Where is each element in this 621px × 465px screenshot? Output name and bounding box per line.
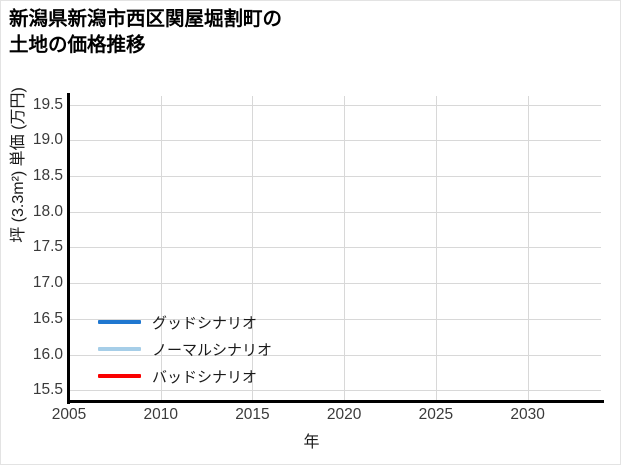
gridline-vertical	[527, 96, 529, 401]
legend-color-swatch	[98, 347, 141, 351]
gridline-horizontal	[69, 176, 601, 177]
legend-color-swatch	[98, 320, 141, 324]
x-axis-spine	[67, 400, 604, 403]
chart-title: 新潟県新潟市西区関屋堀割町の 土地の価格推移	[9, 8, 283, 56]
gridline-vertical	[435, 96, 437, 401]
legend-item[interactable]: バッドシナリオ	[98, 367, 272, 386]
gridline-horizontal	[69, 354, 601, 356]
gridline-vertical	[344, 96, 346, 401]
y-tick-label: 18.0	[32, 202, 63, 220]
gridline-horizontal	[69, 211, 601, 213]
plot-area	[69, 96, 601, 401]
gridline-horizontal	[69, 283, 601, 285]
y-axis-spine	[67, 93, 70, 404]
legend-item[interactable]: グッドシナリオ	[98, 313, 272, 332]
legend-label: グッドシナリオ	[152, 314, 258, 332]
chart-legend: グッドシナリオ ノーマルシナリオ バッドシナリオ	[98, 313, 273, 386]
gridline-vertical	[160, 96, 162, 401]
gridline-vertical	[252, 96, 254, 401]
x-tick-label: 2025	[418, 406, 454, 423]
y-axis-label-wrapper: 坪 (3.3m²) 単価 (万円)	[4, 15, 28, 315]
gridline-horizontal	[69, 247, 601, 249]
x-tick-label: 2020	[326, 406, 362, 423]
x-axis-label: 年	[303, 434, 320, 451]
y-axis-tick-labels: 15.5 16.0 16.5 17.0 17.5 18.0 18.5 19.0 19.5	[13, 96, 63, 401]
y-tick-label: 16.0	[32, 345, 63, 363]
x-axis-tick-labels: 2005 2010 2015 2020 2025 2030	[52, 406, 601, 428]
y-tick-label: 16.5	[32, 309, 63, 327]
legend-label: ノーマルシナリオ	[152, 341, 273, 359]
gridline-horizontal	[69, 104, 601, 106]
x-tick-label: 2030	[510, 406, 545, 423]
legend-color-swatch	[98, 374, 141, 378]
y-axis-label: 坪 (3.3m²) 単価 (万円)	[10, 87, 27, 243]
y-tick-label: 19.0	[32, 131, 63, 149]
gridline-horizontal	[69, 390, 601, 392]
y-tick-label: 19.5	[32, 95, 63, 113]
gridline-horizontal	[69, 140, 601, 142]
plot-background	[69, 96, 601, 401]
gridline-horizontal	[69, 318, 601, 320]
y-tick-label: 18.5	[32, 167, 63, 184]
legend-label: バッドシナリオ	[152, 368, 258, 386]
y-tick-label: 17.5	[32, 238, 63, 256]
x-tick-label: 2015	[235, 406, 270, 423]
x-tick-label: 2005	[51, 406, 87, 423]
legend-item[interactable]: ノーマルシナリオ	[98, 340, 273, 359]
x-tick-label: 2010	[143, 406, 178, 423]
y-tick-label: 15.5	[32, 381, 63, 399]
y-tick-label: 17.0	[32, 274, 63, 292]
